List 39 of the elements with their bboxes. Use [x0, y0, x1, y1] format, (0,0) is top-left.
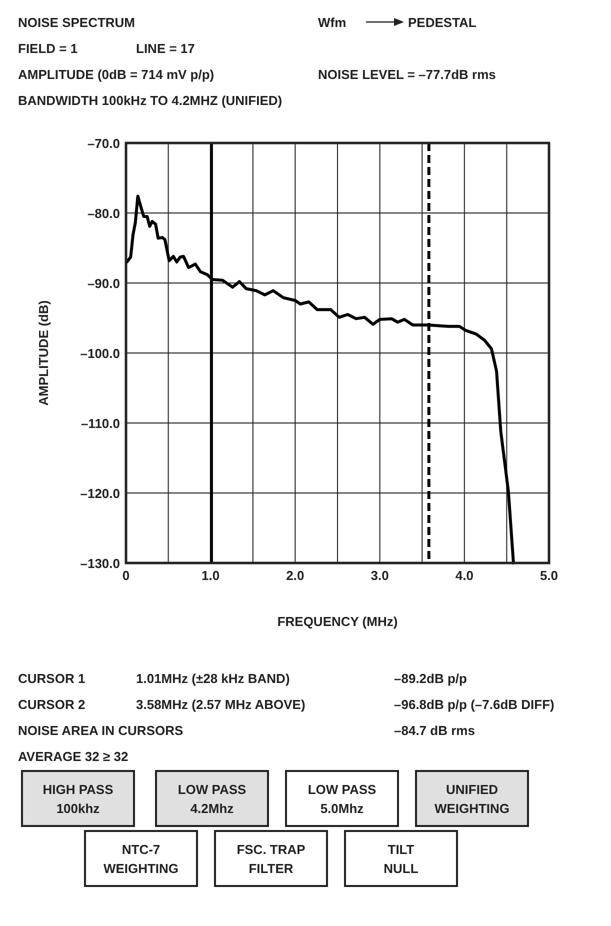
- text: HIGH PASS 100khz: [42, 782, 114, 816]
- text: AVERAGE 32 ≥ 32: [18, 749, 128, 764]
- text: CURSOR 1: [18, 671, 86, 686]
- text: BANDWIDTH 100kHz TO 4.2MHZ (UNIFIED): [18, 93, 282, 108]
- text: PEDESTAL: [408, 15, 476, 30]
- y-tick-label: –80.0: [87, 206, 120, 221]
- x-tick-label: 5.0: [540, 568, 558, 583]
- text: NOISE LEVEL = –77.7dB rms: [318, 67, 496, 82]
- text: LOW PASS 5.0Mhz: [308, 782, 377, 816]
- x-tick-label: 4.0: [455, 568, 474, 583]
- text: –84.7 dB rms: [394, 723, 475, 738]
- text: NOISE AREA IN CURSORS: [18, 723, 184, 738]
- y-axis-title: AMPLITUDE (dB): [36, 300, 51, 406]
- text: Wfm: [318, 15, 346, 30]
- x-tick-label: 0: [122, 568, 130, 583]
- x-tick-label: 3.0: [370, 568, 389, 583]
- text: FIELD = 1: [18, 41, 78, 56]
- chart-title: NOISE SPECTRUM: [18, 15, 136, 30]
- x-axis-title: FREQUENCY (MHz): [277, 614, 398, 629]
- text: CURSOR 2: [18, 697, 86, 712]
- y-tick-label: –90.0: [87, 276, 120, 291]
- y-tick-label: –100.0: [80, 346, 120, 361]
- text: –89.2dB p/p: [394, 671, 468, 686]
- y-tick-label: –70.0: [87, 136, 120, 151]
- y-tick-label: –120.0: [80, 486, 120, 501]
- text: FSC. TRAP FILTER: [236, 842, 306, 876]
- y-tick-label: –110.0: [80, 416, 120, 431]
- text: LOW PASS 4.2Mhz: [178, 782, 247, 816]
- text: LINE = 17: [136, 41, 195, 56]
- text: TILT NULL: [384, 842, 418, 876]
- text: NTC-7 WEIGHTING: [103, 842, 179, 876]
- text: –96.8dB p/p (–7.6dB DIFF): [394, 697, 554, 712]
- x-tick-label: 2.0: [286, 568, 304, 583]
- text: 3.58MHz (2.57 MHz ABOVE): [136, 697, 306, 712]
- text: UNIFIED WEIGHTING: [434, 782, 510, 816]
- y-tick-label: –130.0: [80, 556, 120, 571]
- text: AMPLITUDE (0dB = 714 mV p/p): [18, 67, 214, 82]
- text: 1.01MHz (±28 kHz BAND): [136, 671, 290, 686]
- x-tick-label: 1.0: [202, 568, 220, 583]
